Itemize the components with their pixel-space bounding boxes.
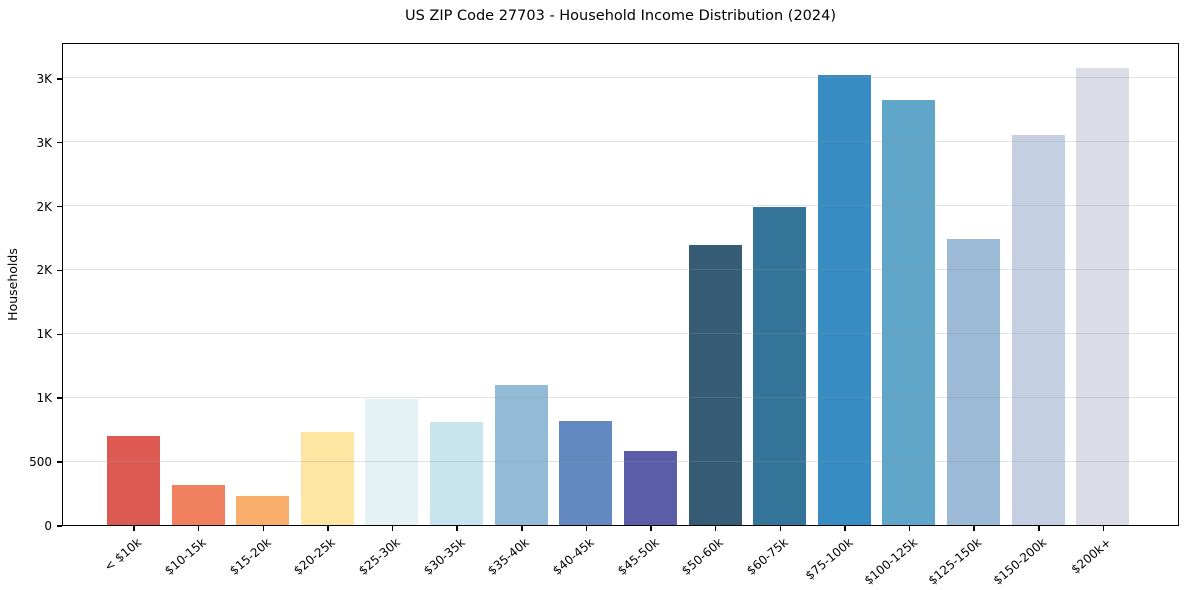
bar-5	[365, 399, 419, 525]
x-tick-mark	[327, 526, 329, 531]
x-axis: < $10k $10-15k $15-20k $20-25k $25-30k $30-35…	[62, 526, 1179, 590]
bar-3	[236, 496, 290, 525]
y-tick-label: 0	[44, 519, 52, 533]
gridline-3500	[63, 77, 1178, 79]
bar-13	[882, 100, 936, 525]
y-tick-label: 1K	[36, 391, 52, 406]
bar-12	[817, 75, 871, 525]
x-tick-mark	[521, 526, 523, 531]
x-tick-label: $60-75k	[743, 535, 791, 578]
x-tick-label: $25-30k	[356, 535, 403, 578]
x-tick-mark	[456, 526, 458, 531]
y-tick-mark	[57, 269, 62, 272]
x-tick-mark	[779, 526, 782, 531]
y-tick-label: 2K	[36, 263, 52, 278]
x-tick-label: $75-100k	[802, 535, 856, 583]
x-tick-label: $30-35k	[420, 535, 468, 578]
bar-7	[494, 385, 548, 525]
x-tick-mark	[133, 526, 135, 531]
chart-title: US ZIP Code 27703 - Household Income Dis…	[404, 8, 837, 24]
y-axis: 0 500 1K 1K 2K 2K 3K 3K	[0, 43, 62, 533]
bar-14	[947, 239, 1001, 525]
y-tick-mark	[57, 78, 62, 80]
x-tick-label: $10-15k	[162, 535, 209, 578]
x-tick-label: $35-40k	[485, 535, 533, 578]
x-tick-mark	[908, 526, 911, 531]
y-tick-mark	[57, 525, 62, 527]
y-tick-mark	[57, 333, 62, 336]
x-tick-mark	[197, 526, 200, 531]
bar-11	[753, 207, 807, 525]
bar-2	[171, 485, 225, 525]
x-tick-label: $200k+	[1068, 535, 1114, 577]
bar-1	[106, 436, 160, 525]
x-tick-label: $50-60k	[679, 535, 727, 578]
plot-area	[62, 43, 1179, 526]
y-tick-label: 1K	[36, 327, 52, 342]
x-tick-mark	[1038, 526, 1040, 531]
bar-9	[623, 451, 677, 525]
x-tick-label: $45-50k	[614, 535, 662, 578]
x-tick-mark	[973, 526, 975, 531]
bar-6	[430, 422, 484, 525]
x-tick-label: $100-125k	[861, 535, 920, 588]
x-tick-mark	[1102, 526, 1105, 531]
y-tick-label: 3K	[36, 71, 52, 86]
x-tick-mark	[585, 526, 588, 531]
x-tick-mark	[262, 526, 264, 531]
y-tick-label: 3K	[36, 135, 52, 150]
bar-8	[559, 421, 613, 525]
y-tick-mark	[57, 397, 62, 399]
y-tick-mark	[57, 141, 62, 144]
y-tick-label: 2K	[36, 199, 52, 214]
x-tick-mark	[714, 526, 717, 531]
bar-4	[300, 432, 354, 525]
x-tick-label: $125-150k	[925, 535, 985, 588]
bar-15	[1011, 135, 1065, 525]
y-tick-label: 500	[29, 455, 52, 470]
x-tick-label: $150-200k	[990, 535, 1050, 588]
x-tick-mark	[391, 526, 394, 531]
x-tick-label: < $10k	[101, 535, 145, 575]
y-tick-mark	[57, 205, 62, 208]
x-tick-mark	[650, 526, 652, 531]
x-tick-label: $40-45k	[549, 535, 597, 578]
x-tick-label: $15-20k	[226, 535, 274, 578]
bar-10	[688, 245, 742, 525]
bar-16	[1076, 68, 1130, 525]
x-tick-label: $20-25k	[291, 535, 339, 578]
x-tick-mark	[844, 526, 846, 531]
y-tick-mark	[57, 461, 62, 463]
